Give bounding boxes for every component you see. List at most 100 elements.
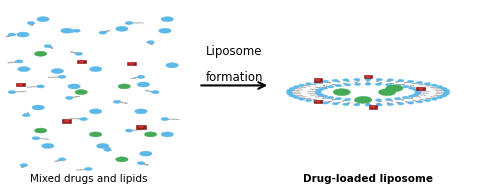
Circle shape (316, 79, 320, 81)
Text: Mixed drugs and lipids: Mixed drugs and lipids (30, 174, 147, 184)
Circle shape (32, 137, 40, 140)
FancyBboxPatch shape (416, 87, 425, 90)
Text: Drug-loaded liposome: Drug-loaded liposome (303, 174, 433, 184)
Circle shape (413, 94, 419, 96)
Circle shape (68, 84, 80, 89)
Circle shape (437, 86, 443, 88)
Circle shape (313, 101, 319, 103)
Circle shape (286, 91, 293, 94)
Circle shape (402, 85, 409, 88)
Circle shape (34, 51, 47, 56)
FancyBboxPatch shape (314, 78, 322, 82)
Circle shape (424, 99, 431, 102)
Circle shape (365, 104, 371, 106)
Circle shape (159, 28, 171, 33)
Circle shape (305, 99, 312, 102)
Circle shape (73, 29, 80, 32)
Circle shape (317, 94, 324, 96)
Circle shape (437, 96, 443, 99)
Circle shape (37, 17, 49, 22)
Circle shape (8, 91, 16, 94)
Circle shape (345, 98, 351, 101)
Circle shape (354, 78, 360, 81)
Circle shape (387, 79, 393, 81)
Circle shape (322, 95, 328, 98)
Circle shape (58, 75, 66, 78)
Circle shape (44, 45, 52, 48)
Circle shape (365, 99, 371, 102)
Circle shape (97, 143, 109, 148)
Circle shape (408, 80, 414, 83)
Circle shape (385, 98, 391, 101)
Circle shape (20, 164, 28, 167)
Circle shape (398, 79, 404, 82)
Circle shape (443, 93, 449, 95)
Circle shape (332, 103, 338, 105)
Circle shape (376, 103, 382, 106)
Circle shape (137, 82, 150, 87)
Circle shape (431, 98, 437, 100)
Circle shape (293, 96, 299, 99)
Circle shape (327, 96, 334, 99)
Circle shape (424, 83, 431, 85)
Circle shape (287, 93, 293, 95)
Circle shape (322, 87, 328, 89)
Circle shape (18, 84, 22, 85)
Circle shape (125, 22, 133, 25)
FancyBboxPatch shape (314, 100, 322, 103)
Circle shape (37, 85, 44, 88)
Circle shape (343, 103, 349, 106)
FancyBboxPatch shape (127, 61, 136, 65)
Circle shape (58, 158, 66, 161)
Circle shape (379, 89, 396, 96)
Circle shape (415, 90, 421, 93)
Circle shape (27, 22, 35, 25)
Circle shape (137, 162, 145, 165)
Circle shape (355, 96, 372, 103)
Text: Liposome: Liposome (206, 45, 262, 58)
Circle shape (89, 109, 102, 114)
Circle shape (417, 101, 423, 103)
Circle shape (322, 102, 328, 104)
Circle shape (322, 80, 328, 83)
Circle shape (376, 78, 382, 81)
Circle shape (402, 96, 409, 99)
Circle shape (444, 91, 450, 94)
Circle shape (441, 94, 447, 97)
Circle shape (79, 61, 83, 62)
Circle shape (293, 86, 299, 88)
Circle shape (408, 95, 414, 98)
Circle shape (332, 79, 338, 82)
Circle shape (313, 81, 319, 84)
Circle shape (299, 98, 305, 100)
Circle shape (398, 103, 404, 105)
Circle shape (419, 88, 423, 89)
Circle shape (8, 33, 16, 36)
Circle shape (116, 26, 128, 31)
Circle shape (289, 87, 295, 90)
Circle shape (408, 87, 414, 89)
Circle shape (80, 118, 87, 121)
Circle shape (354, 103, 360, 106)
Circle shape (375, 99, 381, 101)
Circle shape (431, 84, 437, 87)
Circle shape (343, 79, 349, 81)
Circle shape (413, 88, 419, 91)
Circle shape (65, 120, 69, 122)
Circle shape (333, 89, 350, 96)
Circle shape (327, 85, 334, 88)
FancyBboxPatch shape (15, 83, 25, 86)
Circle shape (104, 148, 111, 151)
Circle shape (443, 89, 449, 92)
Circle shape (34, 128, 47, 133)
Circle shape (144, 132, 157, 137)
Circle shape (305, 83, 312, 85)
Circle shape (371, 106, 375, 108)
Circle shape (32, 105, 44, 110)
FancyBboxPatch shape (76, 60, 86, 63)
Circle shape (394, 84, 401, 87)
Circle shape (152, 91, 159, 94)
Text: formation: formation (206, 71, 263, 84)
Circle shape (15, 60, 23, 63)
Circle shape (336, 84, 342, 87)
